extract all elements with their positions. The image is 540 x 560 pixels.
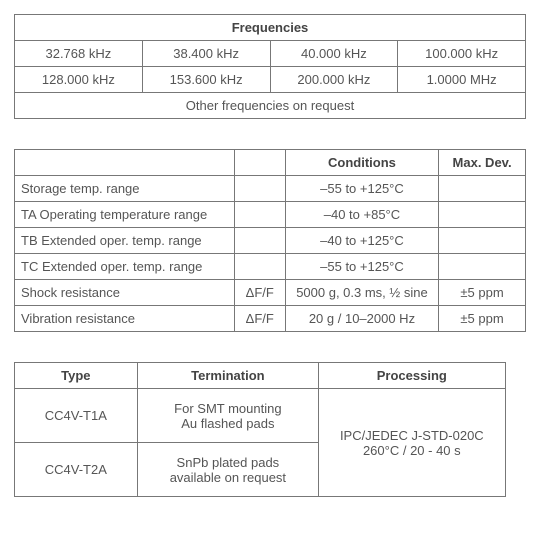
col-header xyxy=(15,150,235,176)
freq-cell: 40.000 kHz xyxy=(270,41,398,67)
termination-line2: available on request xyxy=(170,470,286,485)
table-row: 128.000 kHz 153.600 kHz 200.000 kHz 1.00… xyxy=(15,67,526,93)
frequencies-title: Frequencies xyxy=(15,15,526,41)
termination-cell: For SMT mounting Au flashed pads xyxy=(137,389,318,443)
termination-line1: For SMT mounting xyxy=(174,401,281,416)
type-cell: CC4V-T2A xyxy=(15,443,138,497)
env-cond: –40 to +125°C xyxy=(285,228,438,254)
environmental-table: Conditions Max. Dev. Storage temp. range… xyxy=(14,149,526,332)
env-sym: ΔF/F xyxy=(234,306,285,332)
table-row: Vibration resistance ΔF/F 20 g / 10–2000… xyxy=(15,306,526,332)
env-label: TC Extended oper. temp. range xyxy=(15,254,235,280)
freq-cell: 32.768 kHz xyxy=(15,41,143,67)
env-dev xyxy=(439,176,526,202)
table-row: 32.768 kHz 38.400 kHz 40.000 kHz 100.000… xyxy=(15,41,526,67)
env-cond: 5000 g, 0.3 ms, ½ sine xyxy=(285,280,438,306)
termination-cell: SnPb plated pads available on request xyxy=(137,443,318,497)
col-header-conditions: Conditions xyxy=(285,150,438,176)
termination-line1: SnPb plated pads xyxy=(177,455,280,470)
table-header-row: Type Termination Processing xyxy=(15,363,506,389)
freq-cell: 153.600 kHz xyxy=(142,67,270,93)
col-header-processing: Processing xyxy=(319,363,505,389)
processing-line1: IPC/JEDEC J-STD-020C xyxy=(340,428,484,443)
env-cond: –40 to +85°C xyxy=(285,202,438,228)
env-sym xyxy=(234,202,285,228)
table-row: TC Extended oper. temp. range –55 to +12… xyxy=(15,254,526,280)
type-table: Type Termination Processing CC4V-T1A For… xyxy=(14,362,506,497)
env-sym xyxy=(234,228,285,254)
col-header-type: Type xyxy=(15,363,138,389)
env-dev xyxy=(439,254,526,280)
env-label: TA Operating temperature range xyxy=(15,202,235,228)
frequencies-table: Frequencies 32.768 kHz 38.400 kHz 40.000… xyxy=(14,14,526,119)
env-cond: –55 to +125°C xyxy=(285,176,438,202)
table-row: CC4V-T1A For SMT mounting Au flashed pad… xyxy=(15,389,506,443)
env-label: TB Extended oper. temp. range xyxy=(15,228,235,254)
frequencies-footer: Other frequencies on request xyxy=(15,93,526,119)
env-dev xyxy=(439,202,526,228)
table-row: Storage temp. range –55 to +125°C xyxy=(15,176,526,202)
table-header-row: Conditions Max. Dev. xyxy=(15,150,526,176)
env-dev: ±5 ppm xyxy=(439,280,526,306)
table-row: TA Operating temperature range –40 to +8… xyxy=(15,202,526,228)
processing-line2: 260°C / 20 - 40 s xyxy=(363,443,461,458)
env-sym: ΔF/F xyxy=(234,280,285,306)
freq-cell: 38.400 kHz xyxy=(142,41,270,67)
env-dev: ±5 ppm xyxy=(439,306,526,332)
env-sym xyxy=(234,254,285,280)
env-label: Storage temp. range xyxy=(15,176,235,202)
env-sym xyxy=(234,176,285,202)
freq-cell: 128.000 kHz xyxy=(15,67,143,93)
env-cond: 20 g / 10–2000 Hz xyxy=(285,306,438,332)
env-label: Shock resistance xyxy=(15,280,235,306)
table-row: TB Extended oper. temp. range –40 to +12… xyxy=(15,228,526,254)
freq-cell: 100.000 kHz xyxy=(398,41,526,67)
type-cell: CC4V-T1A xyxy=(15,389,138,443)
processing-cell: IPC/JEDEC J-STD-020C 260°C / 20 - 40 s xyxy=(319,389,505,497)
table-row: Shock resistance ΔF/F 5000 g, 0.3 ms, ½ … xyxy=(15,280,526,306)
env-cond: –55 to +125°C xyxy=(285,254,438,280)
col-header-maxdev: Max. Dev. xyxy=(439,150,526,176)
col-header-termination: Termination xyxy=(137,363,318,389)
freq-cell: 1.0000 MHz xyxy=(398,67,526,93)
env-dev xyxy=(439,228,526,254)
col-header xyxy=(234,150,285,176)
env-label: Vibration resistance xyxy=(15,306,235,332)
freq-cell: 200.000 kHz xyxy=(270,67,398,93)
termination-line2: Au flashed pads xyxy=(181,416,274,431)
